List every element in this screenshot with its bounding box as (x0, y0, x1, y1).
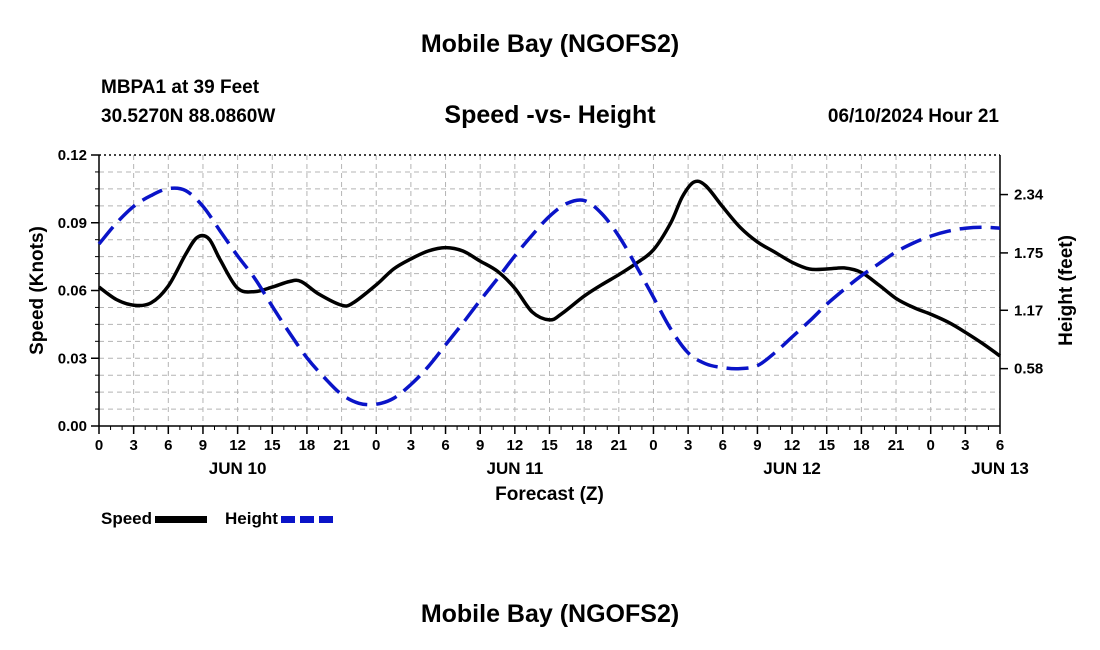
x-tick-label: 6 (441, 437, 449, 454)
x-tick-label: 15 (541, 437, 558, 454)
y-axis-left-label: Speed (Knots) (27, 226, 48, 355)
y-right-tick-label: 0.58 (1014, 361, 1043, 378)
y-left-tick-label: 0.00 (58, 418, 87, 435)
x-tick-label: 18 (299, 437, 316, 454)
x-tick-label: 6 (719, 437, 727, 454)
x-tick-label: 3 (129, 437, 137, 454)
series-line-height (97, 186, 1001, 407)
x-tick-label: 3 (407, 437, 415, 454)
station-coordinates: 30.5270N 88.0860W (101, 106, 276, 127)
x-tick-label: 15 (264, 437, 281, 454)
chart-subtitle: Speed -vs- Height (444, 101, 656, 129)
y-left-tick-label: 0.09 (58, 215, 87, 232)
x-tick-label: 21 (333, 437, 350, 454)
x-tick-label: 15 (818, 437, 835, 454)
x-tick-label: 21 (610, 437, 627, 454)
date-label: JUN 13 (971, 459, 1029, 478)
grid (99, 154, 1000, 426)
x-tick-label: 12 (229, 437, 246, 454)
legend-item-speed: Speed (101, 509, 208, 529)
axes: 0.00 0.03 0.06 0.09 0.12 0.58 1.17 1.75 2.34 0 3 6 9… (58, 147, 1044, 478)
legend-item-height: Height (225, 509, 333, 529)
date-label: JUN 12 (763, 459, 821, 478)
x-tick-label: 9 (476, 437, 484, 454)
x-tick-label: 9 (199, 437, 207, 454)
date-label: JUN 11 (486, 459, 543, 478)
x-tick-label: 0 (372, 437, 380, 454)
x-tick-label: 6 (164, 437, 172, 454)
footer-title: Mobile Bay (NGOFS2) (420, 600, 680, 628)
chart-title: Mobile Bay (NGOFS2) (420, 30, 680, 58)
x-tick-label: 18 (853, 437, 870, 454)
date-label: JUN 10 (209, 459, 267, 478)
legend: Speed Height (101, 509, 351, 529)
x-tick-label: 3 (961, 437, 969, 454)
x-axis-label: Forecast (Z) (495, 484, 604, 505)
x-tick-label: 12 (784, 437, 801, 454)
legend-speed-label: Speed (101, 509, 153, 528)
x-tick-label: 3 (684, 437, 692, 454)
y-right-tick-label: 1.17 (1014, 302, 1043, 319)
legend-height-swatch (280, 515, 333, 523)
series-line-speed (97, 179, 1002, 358)
x-tick-label: 0 (649, 437, 657, 454)
y-axis-right-label: Height (feet) (1056, 235, 1077, 346)
station-label: MBPA1 at 39 Feet (101, 77, 260, 98)
x-tick-label: 0 (927, 437, 935, 454)
forecast-run-time: 06/10/2024 Hour 21 (827, 106, 999, 127)
legend-height-label: Height (225, 509, 278, 528)
x-tick-label: 18 (576, 437, 593, 454)
legend-speed-swatch (155, 515, 208, 523)
series (97, 179, 1002, 407)
y-right-tick-label: 2.34 (1014, 187, 1044, 204)
x-tick-label: 6 (996, 437, 1004, 454)
x-tick-label: 12 (507, 437, 524, 454)
y-right-tick-label: 1.75 (1014, 245, 1043, 262)
y-left-tick-label: 0.06 (58, 283, 87, 300)
x-tick-label: 9 (753, 437, 761, 454)
y-left-tick-label: 0.03 (58, 350, 87, 367)
y-left-tick-label: 0.12 (58, 147, 87, 164)
x-tick-label: 0 (95, 437, 103, 454)
x-tick-label: 21 (888, 437, 905, 454)
axis-labels: Forecast (Z) Speed (Knots) Height (feet) (27, 226, 1077, 505)
